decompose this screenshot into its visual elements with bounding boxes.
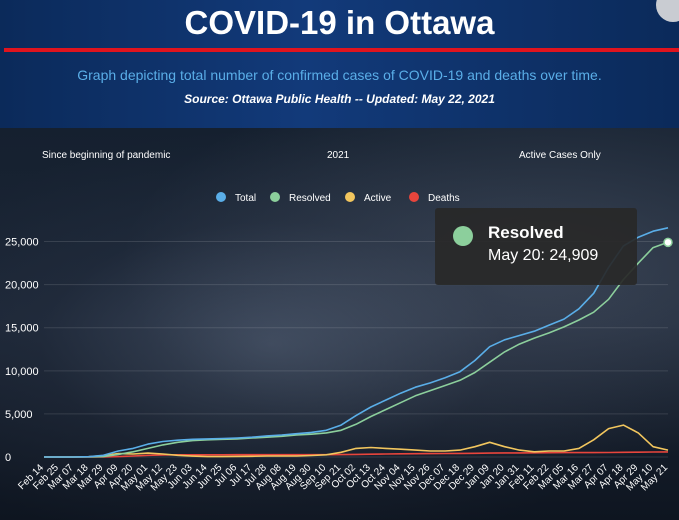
corner-circle-button[interactable] <box>656 0 679 22</box>
series-line-active <box>44 424 669 458</box>
tab-2021[interactable]: 2021 <box>327 150 350 161</box>
y-tick-label: 5,000 <box>5 409 33 421</box>
legend-marker-total <box>216 192 226 202</box>
legend-label-active: Active <box>364 193 392 204</box>
tooltip-series-name: Resolved <box>488 223 564 242</box>
series-line-deaths <box>44 451 669 458</box>
y-tick-label: 20,000 <box>5 280 39 292</box>
tab-since-beginning[interactable]: Since beginning of pandemic <box>42 150 171 161</box>
legend-marker-resolved <box>270 192 280 202</box>
y-tick-label: 10,000 <box>5 366 39 378</box>
y-tick-label: 0 <box>5 452 11 464</box>
tooltip-series-swatch <box>453 226 473 246</box>
legend-label-total: Total <box>235 193 256 204</box>
legend-label-resolved: Resolved <box>289 193 331 204</box>
series-line-resolved <box>44 241 669 458</box>
legend-label-deaths: Deaths <box>428 193 460 204</box>
header-banner: COVID-19 in Ottawa Graph depicting total… <box>0 0 679 128</box>
y-tick-label: 15,000 <box>5 323 39 335</box>
highlighted-data-point <box>663 237 673 248</box>
legend-marker-active <box>345 192 355 202</box>
legend-marker-deaths <box>409 192 419 202</box>
page-title: COVID-19 in Ottawa <box>184 4 495 41</box>
tab-active-cases-only[interactable]: Active Cases Only <box>519 150 601 161</box>
page-subtitle: Graph depicting total number of confirme… <box>77 67 602 83</box>
source-line: Source: Ottawa Public Health -- Updated:… <box>184 92 495 106</box>
tooltip-value: May 20: 24,909 <box>488 247 599 264</box>
title-divider <box>4 48 679 52</box>
chart-tooltip: Resolved May 20: 24,909 <box>435 208 637 285</box>
series-line-total <box>44 227 669 458</box>
view-tabs: Since beginning of pandemic 2021 Active … <box>0 150 679 164</box>
y-tick-label: 25,000 <box>5 237 39 249</box>
